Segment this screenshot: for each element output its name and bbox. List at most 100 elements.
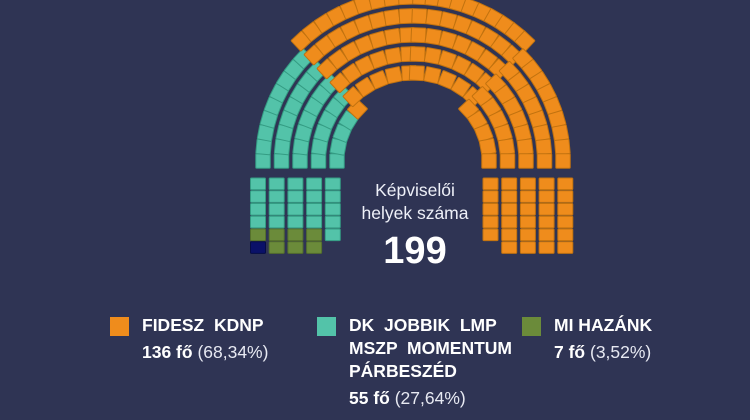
seat (538, 215, 555, 229)
seat (324, 177, 341, 191)
seat (555, 153, 571, 169)
seat (287, 241, 304, 254)
seat (519, 241, 536, 254)
legend-item-mihazank: MI HAZÁNK 7 fő (3,52%) (522, 314, 652, 364)
seat (306, 215, 323, 229)
seat (268, 177, 285, 191)
legend-label: MI HAZÁNK (554, 315, 653, 335)
seat (557, 177, 574, 191)
seat (342, 86, 364, 107)
seat (501, 215, 518, 229)
seat (482, 203, 499, 216)
seat (519, 190, 536, 203)
seat (287, 228, 304, 242)
seat (501, 190, 518, 203)
seat (538, 228, 555, 242)
seat (268, 228, 285, 242)
seat (306, 177, 323, 191)
seat (384, 27, 402, 46)
seat (482, 190, 499, 203)
seat (355, 76, 376, 98)
seat (287, 190, 304, 203)
legend-label: DK JOBBIK LMP (349, 315, 497, 335)
seat (397, 0, 414, 6)
seat (268, 241, 285, 254)
seat (535, 138, 553, 156)
seat (516, 138, 534, 156)
seat (424, 0, 442, 7)
seat (497, 138, 516, 156)
chart-title-line2: helyek száma (361, 203, 469, 223)
seat (369, 70, 389, 90)
seat (306, 203, 323, 216)
seat (292, 153, 308, 169)
seat (287, 177, 304, 191)
seat (287, 215, 304, 229)
mihazank-color-swatch (522, 317, 541, 336)
seat (382, 0, 400, 7)
legend-label: MSZP MOMENTUM (349, 338, 513, 358)
seat (324, 190, 341, 203)
seat (478, 138, 497, 156)
seat (324, 203, 341, 216)
seat (268, 190, 285, 203)
seat (273, 153, 290, 169)
seat (538, 190, 555, 203)
seat (481, 153, 497, 169)
seat (501, 203, 518, 216)
seat (250, 241, 266, 254)
seat (306, 228, 323, 242)
seat (250, 190, 266, 203)
seat (538, 177, 555, 191)
seat (423, 66, 442, 85)
seat (501, 241, 518, 254)
seat (287, 203, 304, 216)
seat (437, 50, 457, 70)
seat (410, 27, 427, 44)
chart-title-line1: Képviselői (375, 180, 455, 200)
seat (482, 215, 499, 229)
seat (324, 228, 341, 242)
seat (412, 0, 429, 6)
seat (423, 47, 442, 65)
seat (437, 70, 457, 90)
seat (341, 63, 362, 84)
legend-label: PÁRBESZÉD (349, 361, 457, 381)
seat (306, 241, 323, 254)
seat (557, 190, 574, 203)
seat (324, 215, 341, 229)
seat (384, 47, 403, 65)
seat (411, 8, 428, 25)
legend-item-opposition: DK JOBBIK LMP MSZP MOMENTUM PÁRBESZÉD 55… (317, 314, 512, 410)
seat (536, 153, 553, 169)
center-label: Képviselői helyek száma 199 (330, 179, 500, 271)
seat (519, 203, 536, 216)
seat (554, 138, 571, 156)
seat (383, 8, 401, 27)
fidesz-color-swatch (110, 317, 129, 336)
seat (518, 153, 534, 169)
seat (464, 63, 485, 84)
seat (519, 228, 536, 242)
legend-count: 136 fő (68,34%) (142, 342, 269, 362)
legend-label: FIDESZ KDNP (142, 315, 264, 335)
seat (409, 46, 426, 63)
seat (557, 203, 574, 216)
legend-count: 7 fő (3,52%) (554, 342, 652, 362)
seat (482, 177, 499, 191)
seat (250, 215, 266, 229)
seat (408, 65, 425, 82)
legend-item-fidesz: FIDESZ KDNP 136 fő (68,34%) (110, 314, 268, 364)
total-seats-value: 199 (383, 230, 447, 272)
legend-count: 55 fő (27,64%) (349, 388, 466, 408)
seat (268, 203, 285, 216)
seat (384, 66, 403, 85)
seat (369, 50, 389, 70)
seat (557, 228, 574, 242)
seat (310, 153, 327, 169)
seat (250, 203, 266, 216)
seat (450, 76, 471, 98)
seat (255, 153, 271, 169)
